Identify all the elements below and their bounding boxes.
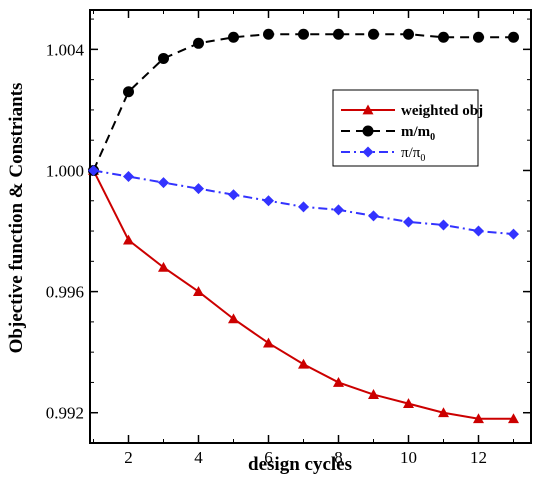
plot-frame <box>89 9 532 444</box>
data-point <box>228 189 239 201</box>
data-point <box>263 337 274 348</box>
data-point <box>362 104 374 115</box>
data-point <box>193 37 204 49</box>
data-point <box>263 28 274 40</box>
data-point <box>508 31 519 43</box>
data-point <box>368 210 379 222</box>
data-point <box>403 28 414 40</box>
data-point <box>228 313 239 324</box>
legend-label: π/π0 <box>401 145 425 164</box>
data-point <box>158 177 169 189</box>
x-tick-label: 6 <box>264 448 273 467</box>
series <box>88 164 519 424</box>
legend-box <box>332 89 479 167</box>
data-point <box>333 376 344 387</box>
series <box>88 164 519 240</box>
data-point <box>298 358 309 369</box>
data-point <box>473 413 484 424</box>
data-point <box>362 146 374 158</box>
data-point <box>362 125 374 137</box>
y-tick-label: 0.996 <box>46 283 84 302</box>
legend: weighted obj m/m0 π/π0 <box>332 89 483 167</box>
data-point <box>123 171 134 183</box>
data-point <box>333 204 344 216</box>
legend-label: m/m0 <box>401 124 435 143</box>
y-tick-label: 1.004 <box>46 40 85 59</box>
series-layer <box>88 28 519 424</box>
data-point <box>508 228 519 240</box>
axis-ticks: 2 4 6 8 10 12 0.992 0.996 1.000 1.004 <box>46 10 531 467</box>
data-point <box>193 286 204 297</box>
data-point <box>298 201 309 213</box>
x-tick-label: 4 <box>194 448 203 467</box>
data-point <box>473 225 484 237</box>
data-point <box>333 28 344 40</box>
data-point <box>88 164 99 176</box>
x-tick-label: 10 <box>400 448 417 467</box>
y-tick-label: 1.000 <box>46 161 84 180</box>
data-point <box>368 389 379 399</box>
data-point <box>438 407 449 418</box>
plot-area <box>89 9 532 444</box>
data-point <box>158 261 169 272</box>
data-point <box>508 413 519 424</box>
data-point <box>473 31 484 43</box>
x-axis-title: design cycles <box>248 454 352 475</box>
data-point <box>368 28 379 40</box>
data-point <box>298 28 309 40</box>
x-tick-label: 8 <box>334 448 343 467</box>
data-point <box>263 195 274 207</box>
series <box>88 28 519 176</box>
x-tick-label: 2 <box>124 448 133 467</box>
data-point <box>228 31 239 43</box>
legend-label: weighted obj <box>401 103 483 119</box>
data-point <box>438 219 449 231</box>
data-point <box>123 234 134 245</box>
data-point <box>123 86 134 98</box>
data-point <box>403 398 414 409</box>
y-axis-title: Objective function & Constriants <box>6 83 27 354</box>
x-tick-label: 12 <box>470 448 487 467</box>
y-tick-label: 0.992 <box>46 404 84 423</box>
data-point <box>158 52 169 64</box>
data-point <box>403 216 414 228</box>
data-point <box>438 31 449 43</box>
data-point <box>193 183 204 195</box>
